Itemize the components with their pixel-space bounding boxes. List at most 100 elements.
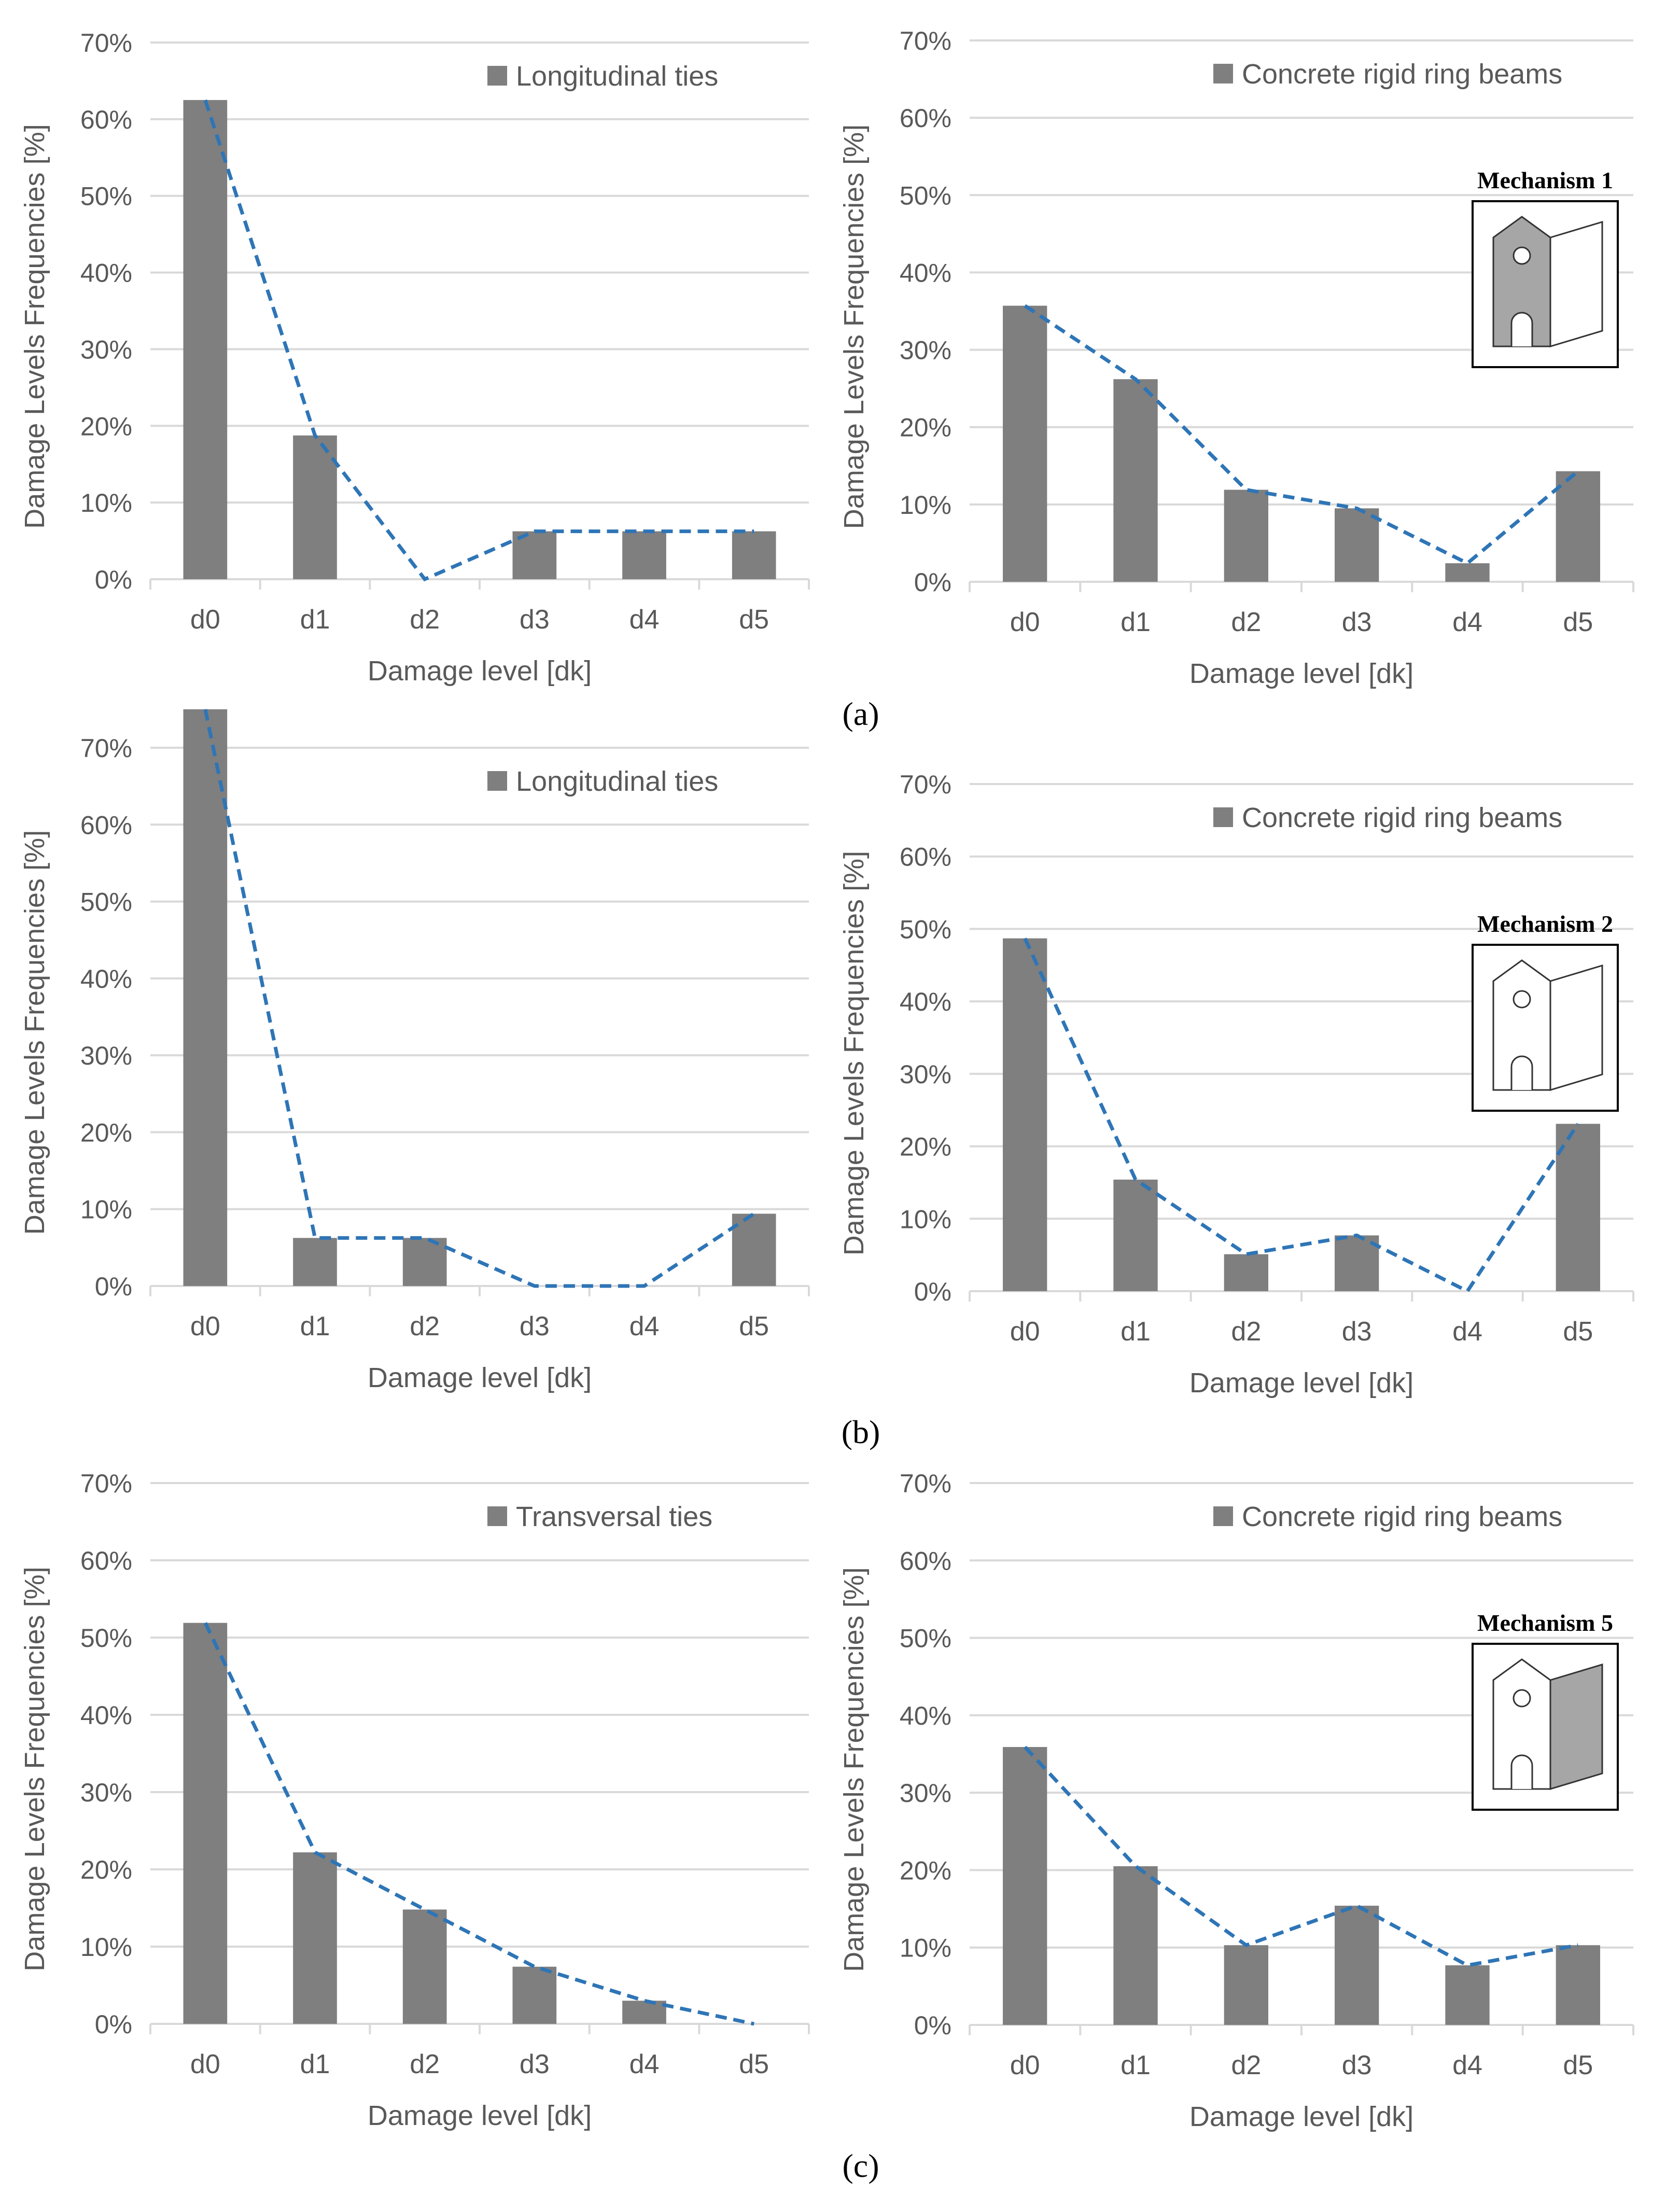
bar-d1 [293, 435, 337, 579]
legend-label: Longitudinal ties [516, 766, 718, 797]
bar-d4 [622, 531, 666, 579]
y-tick-label: 0% [95, 2010, 132, 2039]
y-tick-label: 20% [80, 1855, 132, 1884]
x-tick-label: d5 [739, 1311, 769, 1341]
bar-d5 [1556, 1945, 1600, 2025]
y-axis-label: Damage Levels Frequencies [%] [19, 1567, 50, 1971]
x-tick-label: d0 [190, 1311, 220, 1341]
bar-d0 [1003, 1747, 1047, 2025]
x-axis-label: Damage level [dk] [1189, 1367, 1413, 1399]
x-tick-label: d1 [300, 605, 330, 635]
bar-d2 [402, 1909, 447, 2024]
y-tick-label: 60% [80, 1546, 132, 1575]
y-axis-label: Damage Levels Frequencies [%] [19, 124, 50, 528]
y-tick-label: 70% [900, 1469, 951, 1498]
x-tick-label: d2 [410, 2049, 440, 2079]
bar-d0 [1003, 938, 1047, 1291]
x-tick-label: d0 [1010, 1317, 1040, 1347]
x-tick-label: d2 [1231, 1317, 1261, 1347]
x-tick-label: d5 [1563, 607, 1593, 637]
y-tick-label: 50% [900, 1624, 951, 1653]
chart-6: 0% 10% 20% 30% 40% 50% 60% 70% d0 d1 d2 d3 d4 d5 Damag… [838, 1469, 1634, 2132]
x-tick-label: d4 [1452, 607, 1482, 637]
y-tick-label: 70% [80, 734, 132, 763]
y-tick-label: 0% [95, 1272, 132, 1301]
bar-d2 [1224, 490, 1268, 582]
building-side [1549, 964, 1603, 1092]
bar-d2 [402, 1238, 447, 1286]
bar-d3 [1335, 508, 1379, 582]
y-tick-label: 0% [914, 1277, 951, 1306]
y-tick-label: 70% [900, 26, 951, 55]
chart-1: 0% 10% 20% 30% 40% 50% 60% 70% d0 d1 d2 d3 d4 d5 Damag… [19, 29, 810, 687]
bar-d5 [732, 1213, 776, 1286]
y-tick-label: 20% [900, 413, 951, 442]
y-tick-label: 70% [80, 1469, 132, 1498]
y-tick-label: 40% [900, 1701, 951, 1730]
chart-4: 0% 10% 20% 30% 40% 50% 60% 70% d0 d1 d2 d3 d4 d5 Damag… [838, 770, 1634, 1399]
y-axis-label: Damage Levels Frequencies [%] [838, 1567, 870, 1972]
x-tick-label: d2 [410, 605, 440, 635]
x-tick-label: d4 [629, 605, 660, 635]
x-tick-label: d0 [1010, 2050, 1040, 2080]
chart-5: 0% 10% 20% 30% 40% 50% 60% 70% d0 d1 d2 d3 d4 d5 Damag… [19, 1469, 810, 2131]
y-tick-label: 70% [900, 770, 951, 799]
y-tick-label: 10% [900, 1934, 951, 1963]
bar-d0 [183, 1623, 228, 2024]
building-door [1510, 312, 1533, 346]
bar-d1 [1113, 379, 1158, 582]
x-tick-label: d2 [1231, 2050, 1261, 2080]
trend-line [1024, 1745, 1578, 1967]
y-tick-label: 50% [900, 181, 951, 210]
bar-d3 [512, 1966, 557, 2024]
x-tick-label: d3 [1342, 1317, 1372, 1347]
x-tick-label: d1 [1121, 607, 1151, 637]
y-tick-label: 30% [900, 336, 951, 365]
y-tick-label: 0% [95, 565, 132, 594]
x-tick-label: d4 [629, 2049, 660, 2079]
y-tick-label: 30% [900, 1779, 951, 1808]
y-tick-label: 20% [80, 1118, 132, 1147]
bar-d1 [1113, 1179, 1158, 1291]
building-window [1513, 990, 1531, 1009]
bar-d4 [622, 2001, 666, 2024]
x-axis-label: Damage level [dk] [368, 655, 592, 687]
bar-d4 [1445, 563, 1490, 582]
legend-swatch [487, 1506, 507, 1526]
y-tick-label: 50% [900, 915, 951, 944]
y-tick-label: 70% [80, 29, 132, 58]
bar-d0 [183, 709, 228, 1286]
trend-line [203, 99, 754, 582]
building-side [1549, 1663, 1603, 1791]
building-door [1510, 1754, 1533, 1789]
inset-title: Mechanism 5 [1477, 1610, 1613, 1636]
x-tick-label: d4 [1452, 2050, 1482, 2080]
x-tick-label: d3 [1342, 2050, 1372, 2080]
x-tick-label: d1 [1121, 1317, 1151, 1347]
x-tick-label: d1 [300, 1311, 330, 1341]
x-tick-label: d1 [300, 2049, 330, 2079]
x-axis-label: Damage level [dk] [368, 1362, 592, 1393]
caption-c: (c) [842, 2147, 879, 2184]
x-tick-label: d3 [520, 2049, 550, 2079]
x-tick-label: d0 [190, 605, 220, 635]
y-tick-label: 10% [80, 488, 132, 518]
y-tick-label: 40% [900, 987, 951, 1016]
y-tick-label: 30% [80, 335, 132, 364]
y-tick-label: 30% [80, 1041, 132, 1070]
x-tick-label: d5 [739, 2049, 769, 2079]
y-tick-label: 30% [900, 1060, 951, 1089]
bar-d5 [732, 531, 776, 579]
y-tick-label: 60% [900, 843, 951, 872]
trend-line [203, 709, 755, 1288]
x-tick-label: d5 [1563, 2050, 1593, 2080]
inset-title: Mechanism 1 [1477, 167, 1613, 193]
bar-d2 [1224, 1945, 1268, 2025]
y-tick-label: 10% [900, 491, 951, 520]
bar-d5 [1556, 471, 1600, 582]
trend-line [1024, 304, 1579, 566]
legend-label: Longitudinal ties [516, 61, 718, 92]
y-axis-label: Damage Levels Frequencies [%] [838, 124, 870, 529]
y-tick-label: 40% [80, 259, 132, 288]
y-tick-label: 60% [80, 810, 132, 840]
